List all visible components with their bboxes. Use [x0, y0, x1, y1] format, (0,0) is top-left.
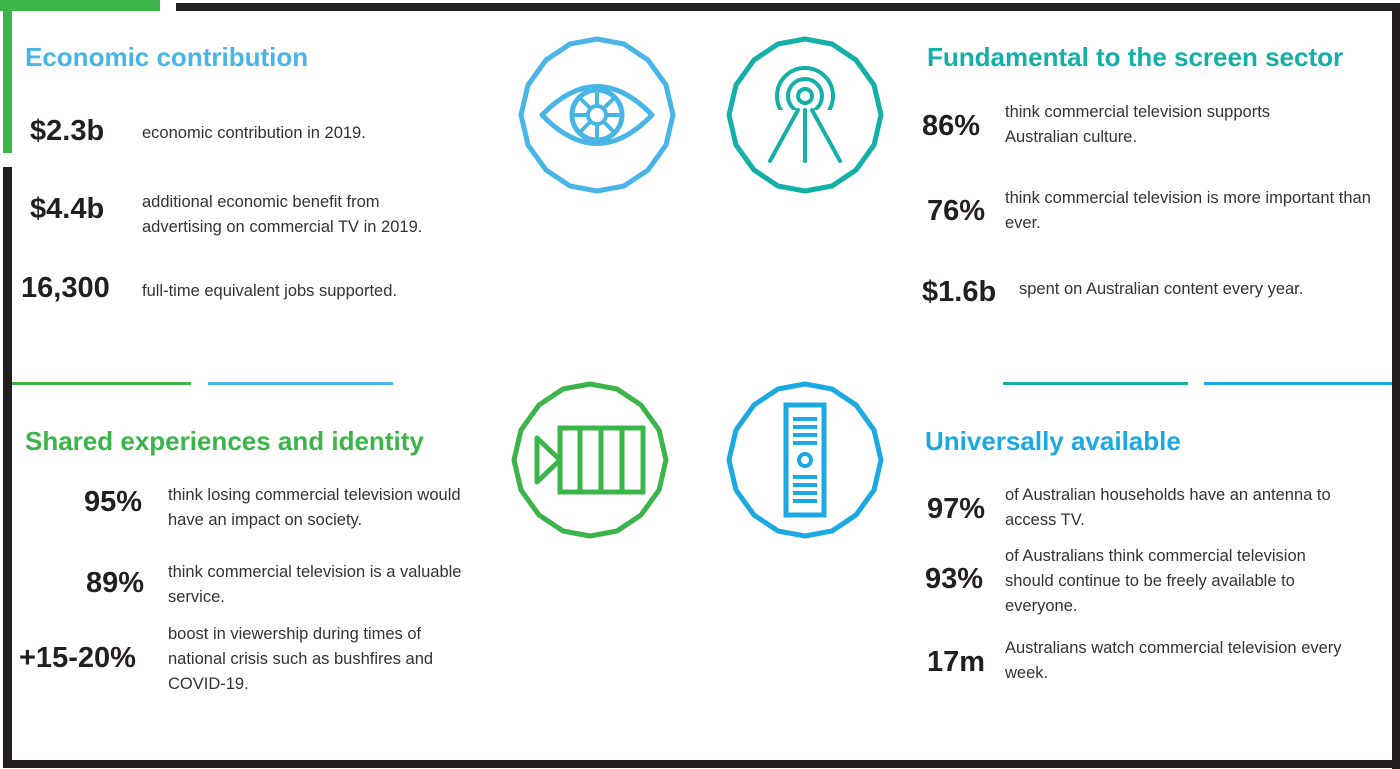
frame-top-black [176, 3, 1400, 11]
stat-value: 16,300 [21, 272, 110, 304]
stat-description: think commercial television is more impo… [1005, 189, 1371, 232]
frame-left-green [3, 11, 12, 153]
frame-right [1392, 3, 1400, 769]
divider-right-sky [1204, 382, 1392, 385]
frame-bottom [9, 760, 1400, 768]
stat-value: 86% [922, 110, 981, 142]
stat-value: 93% [925, 563, 984, 595]
stat-value: 89% [86, 567, 145, 599]
divider-right-teal [1003, 382, 1188, 385]
eye-icon [518, 36, 676, 194]
economic-contribution-heading: Economic contribution [25, 42, 309, 72]
stat-description: additional economic benefit from adverti… [142, 193, 423, 236]
stat-description: think commercial television is a valuabl… [168, 563, 462, 606]
stat-value: $1.6b [922, 276, 997, 308]
stat-value: $2.3b [30, 115, 105, 147]
stat-description: full-time equivalent jobs supported. [142, 282, 397, 300]
stat-description: Australians watch commercial television … [1005, 639, 1342, 682]
frame-left-black [3, 167, 12, 768]
stat-value: +15-20% [19, 642, 136, 674]
stat-description: of Australian households have an antenna… [1005, 486, 1331, 529]
stat-description: spent on Australian content every year. [1019, 280, 1304, 298]
broadcast-tower-icon [726, 36, 884, 194]
stat-value: $4.4b [30, 193, 105, 225]
stat-description: economic contribution in 2019. [142, 124, 366, 142]
stat-value: 97% [927, 493, 986, 525]
screen-sector-heading: Fundamental to the screen sector [927, 42, 1344, 72]
film-camera-icon [511, 381, 669, 539]
stat-description: think commercial television supports Aus… [1005, 103, 1271, 146]
stat-description: boost in viewership during times of nati… [168, 625, 434, 693]
divider-left-blue [208, 382, 393, 385]
divider-left-green [12, 382, 191, 385]
shared-experiences-heading: Shared experiences and identity [25, 426, 424, 456]
universally-available-heading: Universally available [925, 426, 1181, 456]
stat-value: 95% [84, 486, 143, 518]
stat-value: 17m [927, 646, 986, 678]
stat-description: think losing commercial television would… [168, 486, 461, 529]
stat-description: of Australians think commercial televisi… [1005, 547, 1306, 615]
stat-value: 76% [927, 195, 986, 227]
remote-control-icon [726, 381, 884, 539]
frame-top-green [0, 0, 160, 11]
